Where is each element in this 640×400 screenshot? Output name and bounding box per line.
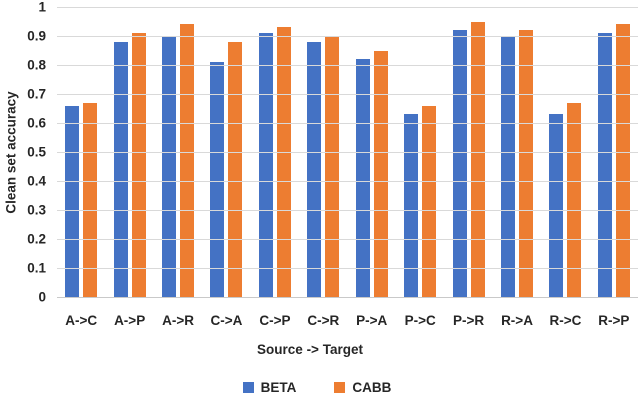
y-tick-label: 0.4 — [27, 173, 46, 189]
legend-label: BETA — [260, 380, 297, 395]
y-tick-label: 1 — [38, 0, 46, 15]
y-tick-label: 0.9 — [27, 28, 46, 44]
y-tick-label: 0.7 — [27, 86, 46, 102]
bar-cabb-c--p — [276, 27, 291, 297]
x-axis-line — [57, 297, 638, 298]
bar-beta-a--p — [113, 41, 128, 297]
bar-group-r--a — [493, 7, 541, 297]
bar-cabb-c--r — [325, 36, 340, 297]
gridline — [57, 65, 638, 66]
bar-beta-a--c — [65, 105, 80, 297]
y-tick-label: 0.6 — [27, 115, 46, 131]
bar-group-p--c — [396, 7, 444, 297]
bar-beta-r--c — [549, 114, 564, 297]
bar-group-a--c — [57, 7, 105, 297]
bar-cabb-a--p — [131, 33, 146, 297]
bar-beta-p--c — [404, 114, 419, 297]
gridline — [57, 152, 638, 153]
bar-beta-r--p — [597, 33, 612, 297]
bar-beta-r--a — [501, 36, 515, 297]
bar-group-p--a — [348, 7, 396, 297]
legend-swatch-cabb — [334, 382, 346, 393]
bar-beta-p--r — [452, 30, 467, 297]
y-tick-label: 0.3 — [27, 202, 46, 218]
bar-cabb-r--p — [615, 24, 630, 297]
category-label: P->A — [356, 313, 388, 328]
category-labels: A->C A->P A->R C->A C->P C->R P->A P->C P->R R->A… — [57, 313, 638, 328]
category-label: P->C — [404, 313, 436, 328]
y-tick-label: 0.5 — [27, 144, 46, 160]
category-label: R->P — [598, 313, 630, 328]
legend-item-beta: BETA — [242, 380, 297, 395]
bar-cabb-p--c — [422, 105, 437, 297]
category-label: C->P — [259, 313, 291, 328]
bar-cabb-a--r — [180, 24, 195, 297]
y-tick-label: 0 — [38, 289, 46, 305]
bar-group-c--r — [299, 7, 347, 297]
bar-cabb-r--c — [567, 102, 582, 297]
gridline — [57, 94, 638, 95]
bar-group-r--p — [590, 7, 638, 297]
category-label: R->C — [549, 313, 582, 328]
plot-area — [57, 7, 638, 298]
gridline — [57, 7, 638, 8]
y-tick-label: 0.8 — [27, 57, 46, 73]
x-axis-title: Source -> Target — [257, 342, 363, 357]
bar-group-p--r — [444, 7, 492, 297]
bar-groups — [57, 7, 638, 297]
bar-beta-c--a — [210, 62, 225, 297]
bar-beta-p--a — [355, 59, 370, 297]
gridline — [57, 210, 638, 211]
bar-cabb-p--a — [373, 50, 388, 297]
bar-cabb-a--c — [83, 102, 98, 297]
category-label: A->C — [65, 313, 98, 328]
gridline — [57, 36, 638, 37]
bar-beta-a--r — [162, 36, 177, 297]
bar-beta-c--r — [307, 41, 322, 297]
legend: BETA CABB — [0, 380, 634, 395]
category-label: C->R — [307, 313, 340, 328]
legend-label: CABB — [352, 380, 392, 395]
bar-cabb-r--a — [519, 30, 533, 297]
bar-cabb-p--r — [470, 21, 485, 297]
legend-item-cabb: CABB — [334, 380, 391, 395]
category-label: A->R — [162, 313, 194, 328]
gridline — [57, 268, 638, 269]
category-label: C->A — [210, 313, 243, 328]
bar-beta-c--p — [258, 33, 273, 297]
gridline — [57, 181, 638, 182]
bar-cabb-c--a — [228, 41, 243, 297]
bar-group-a--r — [154, 7, 202, 297]
legend-swatch-beta — [242, 382, 254, 393]
y-tick-labels: 1 0.9 0.8 0.7 0.6 0.5 0.4 0.3 0.2 0.1 0 — [16, 0, 50, 303]
bar-group-c--a — [202, 7, 250, 297]
category-label: P->R — [453, 313, 485, 328]
gridline — [57, 123, 638, 124]
y-tick-label: 0.1 — [27, 260, 46, 276]
category-label: A->P — [114, 313, 146, 328]
y-tick-label: 0.2 — [27, 231, 46, 247]
gridline — [57, 239, 638, 240]
category-label: R->A — [501, 313, 533, 328]
bar-group-a--p — [105, 7, 153, 297]
bar-group-r--c — [541, 7, 589, 297]
